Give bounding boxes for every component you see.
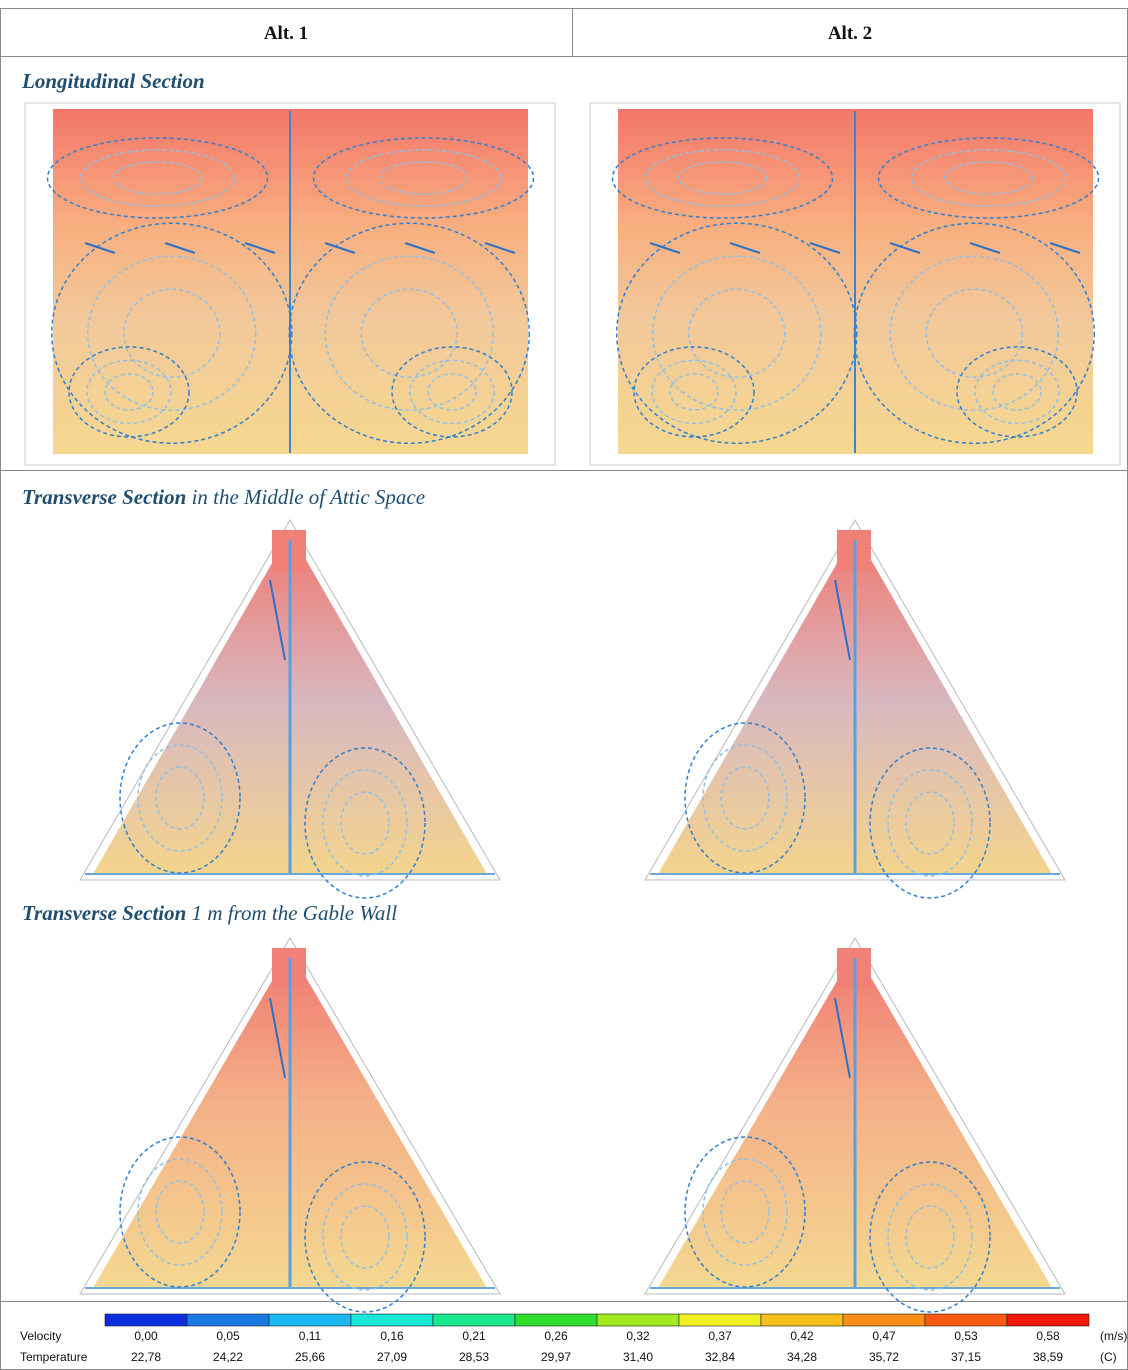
legend-swatch [515,1314,597,1326]
legend-value: 0,53 [954,1329,978,1343]
legend-label: Velocity [20,1329,61,1343]
legend-swatch [433,1314,515,1326]
legend-value: 0,47 [872,1329,896,1343]
legend-value: 38,59 [1033,1350,1063,1364]
legend-value: 37,15 [951,1350,981,1364]
legend-value: 0,21 [462,1329,486,1343]
legend-value: 0,16 [380,1329,404,1343]
legend-swatch [761,1314,843,1326]
legend-swatch [187,1314,269,1326]
legend-value: 0,26 [544,1329,568,1343]
column-header: Alt. 2 [828,23,872,44]
section-title-bold: Transverse Section [22,485,186,509]
legend-swatch [597,1314,679,1326]
legend-unit: (C) [1100,1350,1117,1364]
legend-value: 25,66 [295,1350,325,1364]
legend-value: 22,78 [131,1350,161,1364]
legend-value: 0,37 [708,1329,732,1343]
legend-swatch [843,1314,925,1326]
legend-swatch [105,1314,187,1326]
legend-value: 0,11 [299,1329,322,1343]
legend-swatch [925,1314,1007,1326]
legend-value: 0,42 [790,1329,814,1343]
legend-swatch [351,1314,433,1326]
section-title: Longitudinal Section [21,69,205,93]
section-subtitle: 1 m from the Gable Wall [192,901,398,925]
transverse-plot [645,520,1065,898]
legend-value: 0,32 [626,1329,650,1343]
column-header: Alt. 1 [264,23,308,44]
section-title-bold: Longitudinal Section [21,69,205,93]
legend-value: 32,84 [705,1350,735,1364]
legend-unit: (m/s) [1100,1329,1127,1343]
transverse-plot [645,938,1065,1312]
plots [25,103,1120,1312]
legend-label: Temperature [20,1350,88,1364]
longitudinal-plot [25,103,555,465]
legend-value: 31,40 [623,1350,653,1364]
legend-value: 0,58 [1036,1329,1060,1343]
legend-value: 24,22 [213,1350,243,1364]
legend-value: 35,72 [869,1350,899,1364]
longitudinal-plot [590,103,1120,465]
legend: Velocity 0,00 0,05 0,11 0,16 0,21 0,26 0,32 0,37… [20,1314,1127,1364]
section-title: Transverse Section in the Middle of Atti… [22,485,425,509]
legend-value: 34,28 [787,1350,817,1364]
section-title-bold: Transverse Section [22,901,186,925]
section-title: Transverse Section 1 m from the Gable Wa… [22,901,397,925]
section-subtitle: in the Middle of Attic Space [192,485,425,509]
legend-swatch [269,1314,351,1326]
figure-page: Alt. 1 Alt. 2 Longitudinal Section Trans… [0,0,1128,1370]
transverse-plot [80,938,500,1312]
legend-swatch [1007,1314,1089,1326]
legend-value: 27,09 [377,1350,407,1364]
legend-value: 0,05 [216,1329,240,1343]
legend-value: 28,53 [459,1350,489,1364]
legend-value: 0,00 [134,1329,158,1343]
transverse-plot [80,520,500,898]
legend-value: 29,97 [541,1350,571,1364]
legend-swatch [679,1314,761,1326]
